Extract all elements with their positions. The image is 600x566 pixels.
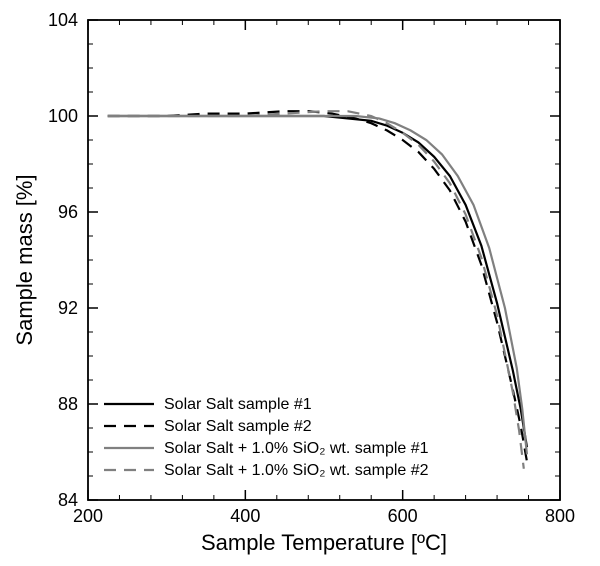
- x-axis-title: Sample Temperature [ºC]: [201, 530, 447, 555]
- y-tick-label: 96: [58, 202, 78, 222]
- y-axis-title: Sample mass [%]: [12, 174, 37, 345]
- tga-chart: 20040060080084889296100104Sample Tempera…: [0, 0, 600, 566]
- legend-label: Solar Salt + 1.0% SiO₂ wt. sample #1: [164, 440, 429, 457]
- legend-label: Solar Salt + 1.0% SiO₂ wt. sample #2: [164, 462, 429, 479]
- chart-svg: 20040060080084889296100104Sample Tempera…: [0, 0, 600, 566]
- y-tick-label: 84: [58, 490, 78, 510]
- y-tick-label: 88: [58, 394, 78, 414]
- y-tick-label: 92: [58, 298, 78, 318]
- x-tick-label: 800: [545, 506, 575, 526]
- y-tick-label: 104: [48, 10, 78, 30]
- x-tick-label: 600: [388, 506, 418, 526]
- legend-label: Solar Salt sample #2: [164, 418, 312, 435]
- legend-label: Solar Salt sample #1: [164, 396, 312, 413]
- y-tick-label: 100: [48, 106, 78, 126]
- x-tick-label: 400: [230, 506, 260, 526]
